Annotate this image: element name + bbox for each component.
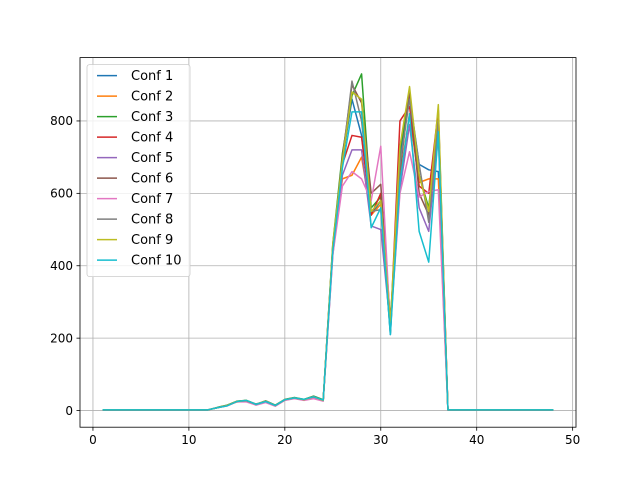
legend-box <box>86 64 191 277</box>
legend-label-conf-5: Conf 5 <box>131 151 173 166</box>
x-tick-label: 50 <box>565 433 580 447</box>
legend-label-conf-7: Conf 7 <box>131 192 173 207</box>
x-tick-label: 20 <box>277 433 292 447</box>
legend-label-conf-10: Conf 10 <box>131 254 182 269</box>
x-tick-label: 40 <box>469 433 484 447</box>
legend-label-conf-4: Conf 4 <box>131 131 173 146</box>
legend-label-conf-1: Conf 1 <box>131 69 173 84</box>
series-lines <box>102 73 554 411</box>
x-tick-label: 10 <box>181 433 196 447</box>
y-tick-label: 800 <box>50 114 73 128</box>
series-line-conf-10 <box>102 111 554 411</box>
legend: Conf 1 Conf 2 Conf 3 Conf 4 Conf 5 Conf 6 Conf… <box>86 64 191 277</box>
legend-label-conf-6: Conf 6 <box>131 172 173 187</box>
y-tick-label: 200 <box>50 331 73 345</box>
legend-label-conf-3: Conf 3 <box>131 110 173 125</box>
legend-label-conf-8: Conf 8 <box>131 213 173 228</box>
legend-label-conf-2: Conf 2 <box>131 90 173 105</box>
y-tick-label: 600 <box>50 187 73 201</box>
legend-label-conf-9: Conf 9 <box>131 233 173 248</box>
y-tick-label: 400 <box>50 259 73 273</box>
y-axis: 0 200 400 600 800 <box>50 114 80 418</box>
x-tick-label: 30 <box>373 433 388 447</box>
x-axis: 0 10 20 30 40 50 <box>89 427 580 447</box>
x-tick-label: 0 <box>89 433 97 447</box>
y-tick-label: 0 <box>65 404 73 418</box>
plot-frame <box>79 57 577 428</box>
